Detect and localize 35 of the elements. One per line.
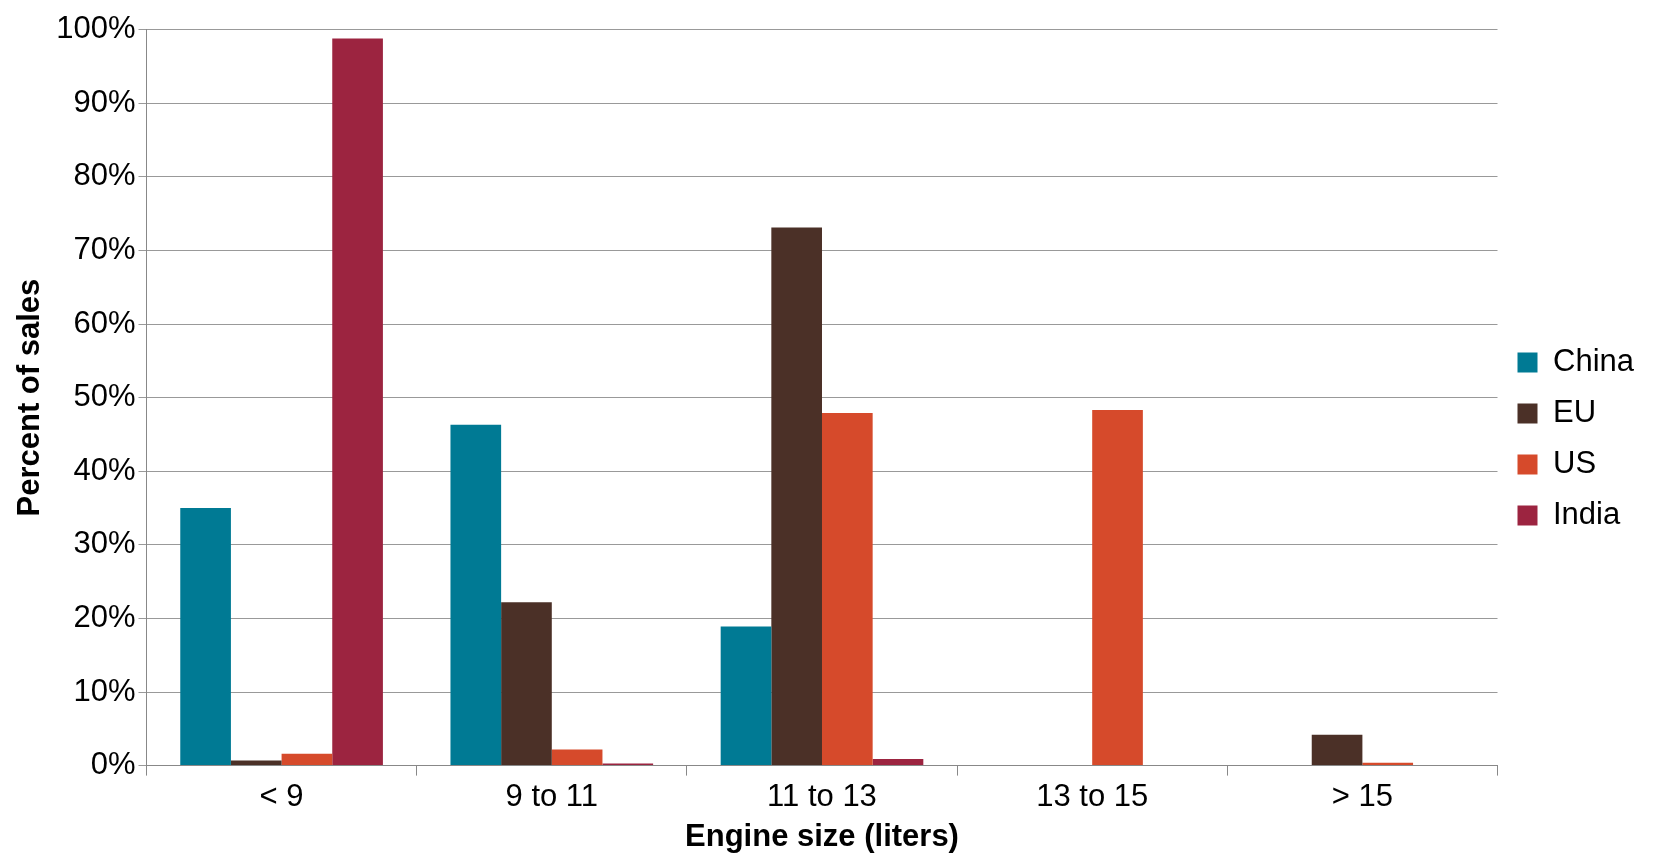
y-tick-label: 0% <box>90 746 136 782</box>
bar <box>501 602 552 766</box>
x-tick-label: < 9 <box>259 777 304 813</box>
bar <box>180 508 231 766</box>
x-tick-label: 13 to 15 <box>1036 777 1149 813</box>
bar <box>551 749 603 766</box>
bar <box>332 38 383 766</box>
x-axis-title: Engine size (liters) <box>685 817 959 853</box>
bar <box>281 753 333 766</box>
legend-label: EU <box>1553 394 1597 430</box>
y-tick-label: 90% <box>73 83 136 119</box>
y-tick-label: 70% <box>73 230 136 266</box>
bar <box>822 413 873 766</box>
x-tick-label: 9 to 11 <box>505 777 599 813</box>
y-tick-label: 30% <box>73 525 136 561</box>
y-tick-label: 60% <box>73 304 136 340</box>
y-tick-label: 40% <box>73 451 136 487</box>
bar <box>771 227 822 766</box>
legend-label: India <box>1553 496 1621 532</box>
bar <box>450 424 502 766</box>
y-tick-label: 20% <box>73 598 136 634</box>
y-tick-label: 10% <box>73 672 136 708</box>
y-tick-label: 50% <box>73 378 136 414</box>
bar <box>720 626 772 766</box>
y-axis-title: Percent of sales <box>11 278 47 517</box>
bar <box>872 758 924 766</box>
y-tick-label: 100% <box>56 10 136 46</box>
x-tick-label: 11 to 13 <box>767 777 877 813</box>
x-tick-label: > 15 <box>1331 777 1393 813</box>
legend-label: China <box>1553 343 1635 379</box>
bar <box>230 760 282 766</box>
legend-label: US <box>1553 445 1597 481</box>
bar <box>1092 410 1143 766</box>
bar <box>1311 734 1363 766</box>
y-tick-label: 80% <box>73 157 136 193</box>
